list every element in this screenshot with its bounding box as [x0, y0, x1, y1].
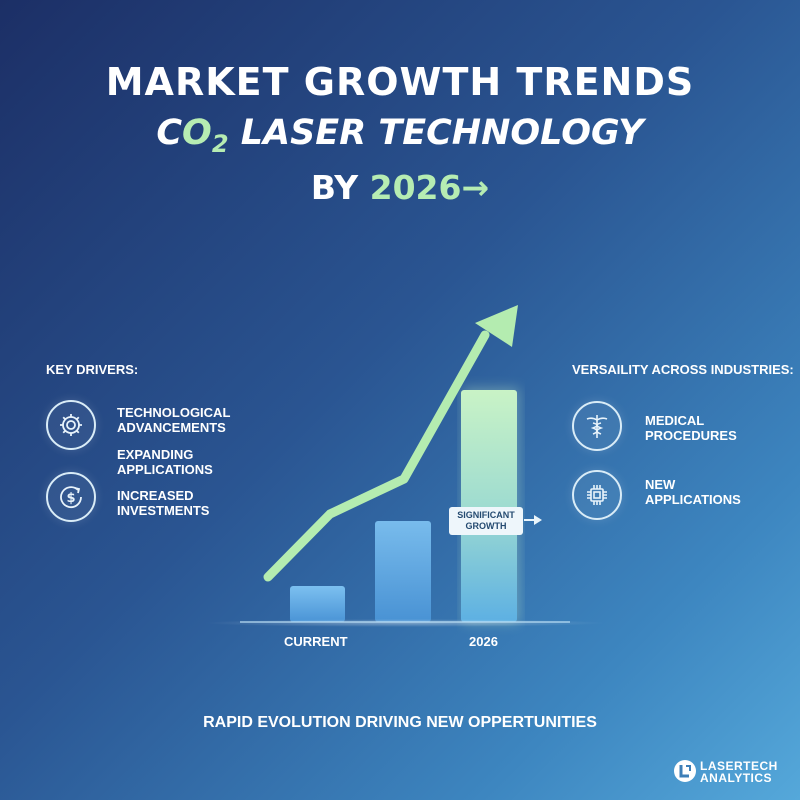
industry-new-applications: NEW APPLICATIONS — [645, 477, 741, 507]
logo-line-1: LASERTECH — [700, 759, 778, 773]
driver-investments: INCREASED INVESTMENTS — [117, 488, 210, 518]
title-line-3: BY 2026→ — [0, 168, 800, 207]
callout-arrow-head — [534, 515, 542, 525]
growth-arrow-head — [475, 305, 518, 347]
svg-text:$: $ — [66, 491, 75, 506]
lasertech-logo-icon — [674, 760, 696, 782]
significant-growth-callout: SIGNIFICANT GROWTH — [449, 507, 523, 535]
caduceus-icon — [572, 401, 622, 451]
bar-middle — [375, 521, 431, 622]
logo-line-2: ANALYTICS — [700, 771, 773, 785]
x-label-2026: 2026 — [469, 634, 498, 649]
title-by: BY — [310, 168, 370, 207]
title-o: O — [182, 113, 212, 153]
title-year: 2026 — [369, 168, 462, 207]
baseline-glow — [205, 619, 605, 627]
title-c: C — [156, 113, 183, 153]
driver-technological: TECHNOLOGICAL ADVANCEMENTS — [117, 405, 231, 435]
tagline: RAPID EVOLUTION DRIVING NEW OPPERTUNITIE… — [203, 714, 597, 731]
driver-expanding: EXPANDING APPLICATIONS — [117, 447, 213, 477]
bar-2026 — [461, 390, 517, 622]
title-subscript: 2 — [211, 130, 229, 158]
dollar-growth-icon: $ — [46, 472, 96, 522]
x-label-current: CURRENT — [284, 634, 348, 649]
title-arrow: → — [461, 168, 490, 207]
title-rest: LASER TECHNOLOGY — [228, 113, 644, 153]
bar-current — [290, 586, 345, 622]
gear-icon — [46, 400, 96, 450]
versatility-heading: VERSAILITY ACROSS INDUSTRIES: — [572, 362, 794, 377]
title-line-1: MARKET GROWTH TRENDS — [105, 60, 695, 104]
title-line-2: CO2 LASER TECHNOLOGY — [0, 113, 800, 158]
industry-medical: MEDICAL PROCEDURES — [645, 413, 737, 443]
chip-icon — [572, 470, 622, 520]
key-drivers-heading: KEY DRIVERS: — [46, 362, 139, 377]
growth-line — [263, 330, 490, 582]
